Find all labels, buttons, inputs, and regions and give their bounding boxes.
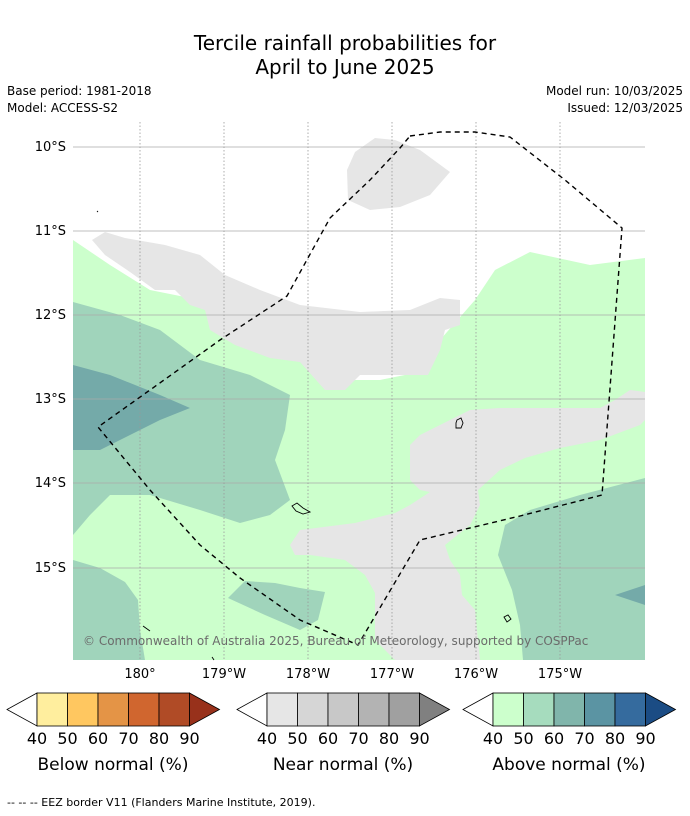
title-line-1: Tercile rainfall probabilities for: [193, 31, 497, 55]
lat-label: 10°S: [35, 140, 66, 155]
model-run: Model run: 10/03/2025: [545, 84, 683, 98]
lon-label: 179°W: [202, 667, 246, 682]
colorbar-segment: [614, 692, 646, 727]
island-east: [455, 417, 464, 429]
colorbar-tick-label: 80: [605, 729, 625, 748]
eez-border: [96, 131, 623, 646]
colorbar-segment: [388, 692, 420, 727]
above-normal-50-region-south: [228, 581, 325, 630]
colorbar-tick-label: 40: [257, 729, 277, 748]
title-line-2: April to June 2025: [255, 55, 435, 79]
island-small-west: [96, 210, 99, 213]
colorbar-near-normal: 40 50 60 70 80 90: [236, 692, 451, 748]
near-normal-region-north: [347, 138, 450, 210]
colorbar-tick-label: 60: [88, 729, 108, 748]
colorbar-segment: [553, 692, 585, 727]
meta-left: Base period: 1981-2018 Model: ACCESS-S2: [7, 83, 152, 117]
meta-right: Model run: 10/03/2025 Issued: 12/03/2025: [546, 83, 683, 117]
colorbar-segment: [158, 692, 190, 727]
colorbar-tick-label: 60: [318, 729, 338, 748]
colorbar-segment: [327, 692, 359, 727]
graticule: [73, 146, 645, 569]
colorbar-under-arrow: [6, 692, 38, 727]
issued-date: Issued: 12/03/2025: [567, 101, 683, 115]
colorbar-tick-label: 70: [574, 729, 594, 748]
probability-shading: [73, 138, 645, 660]
colorbar-segment: [492, 692, 524, 727]
colorbar-segment: [358, 692, 390, 727]
above-normal-50-region-sw: [73, 560, 145, 660]
lon-label: 180°: [124, 667, 155, 682]
lat-label: 14°S: [35, 476, 66, 491]
colorbar-segment: [97, 692, 129, 727]
colorbar-below-normal: 40 50 60 70 80 90: [6, 692, 221, 748]
colorbar-under-arrow: [236, 692, 268, 727]
colorbar-tick-label: 70: [118, 729, 138, 748]
colorbar-tick-label: 90: [409, 729, 429, 748]
colorbar-segment: [584, 692, 616, 727]
longitude-labels: 180° 179°W 178°W 177°W 176°W 175°W: [124, 667, 582, 682]
island-central: [291, 502, 312, 515]
near-normal-title: Near normal (%): [273, 755, 413, 775]
colorbar-tick-label: 90: [179, 729, 199, 748]
latitude-labels: 10°S 11°S 12°S 13°S 14°S 15°S: [35, 140, 66, 576]
above-normal-60-region-east: [615, 585, 645, 605]
above-normal-title: Above normal (%): [492, 755, 645, 775]
islands: [96, 210, 512, 661]
colorbar-segment: [36, 692, 68, 727]
colorbar-segment: [128, 692, 160, 727]
footnote: -- -- -- EEZ border V11 (Flanders Marine…: [7, 796, 316, 809]
copyright-text: © Commonwealth of Australia 2025, Bureau…: [83, 634, 588, 648]
colorbar-tick-label: 50: [57, 729, 77, 748]
meridians: [139, 122, 561, 660]
colorbar-tick-label: 40: [27, 729, 47, 748]
colorbar-tick-label: 50: [513, 729, 533, 748]
colorbar-tick-label: 80: [379, 729, 399, 748]
colorbar-tick-label: 50: [287, 729, 307, 748]
below-normal-title: Below normal (%): [38, 755, 189, 775]
lon-label: 175°W: [538, 667, 582, 682]
colorbar-segment: [67, 692, 99, 727]
colorbar-over-arrow: [189, 692, 221, 727]
colorbar-over-arrow: [645, 692, 677, 727]
lon-label: 178°W: [286, 667, 330, 682]
colorbar-segment: [297, 692, 329, 727]
colorbar-tick-label: 40: [483, 729, 503, 748]
colorbar-above-normal: 40 50 60 70 80 90: [462, 692, 677, 748]
base-period: Base period: 1981-2018: [7, 84, 152, 98]
lat-label: 15°S: [35, 561, 66, 576]
above-normal-60-region-west: [73, 365, 190, 450]
island-south: [503, 614, 512, 623]
colorbar-under-arrow: [462, 692, 494, 727]
model-name: Model: ACCESS-S2: [7, 101, 119, 115]
map-title: Tercile rainfall probabilities for April…: [0, 31, 690, 79]
lat-label: 11°S: [35, 224, 66, 239]
lat-label: 13°S: [35, 392, 66, 407]
colorbar-tick-label: 70: [348, 729, 368, 748]
near-normal-region-band: [92, 232, 460, 390]
near-normal-region-east: [290, 390, 645, 660]
lon-label: 177°W: [370, 667, 414, 682]
colorbar-over-arrow: [419, 692, 451, 727]
above-normal-50-region-west: [73, 302, 290, 535]
colorbar-tick-label: 80: [149, 729, 169, 748]
colorbar-segment: [523, 692, 555, 727]
above-normal-50-region-east: [498, 478, 645, 660]
lat-label: 12°S: [35, 308, 66, 323]
colorbar-tick-label: 90: [635, 729, 655, 748]
lon-label: 176°W: [454, 667, 498, 682]
colorbar-segment: [266, 692, 298, 727]
colorbar-tick-label: 60: [544, 729, 564, 748]
